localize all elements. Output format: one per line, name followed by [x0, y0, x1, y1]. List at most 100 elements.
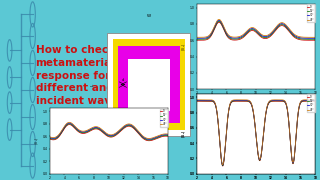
30° — [133, 127, 137, 130]
45° — [217, 18, 221, 21]
15° — [281, 24, 284, 26]
0° — [123, 127, 126, 129]
45° — [313, 97, 317, 99]
15° — [281, 24, 285, 26]
Bar — [118, 46, 180, 123]
15° — [62, 128, 66, 130]
45° — [95, 126, 99, 128]
45° — [48, 136, 52, 138]
45° — [195, 99, 199, 101]
30° — [221, 164, 225, 166]
0° — [62, 128, 66, 130]
30° — [242, 98, 246, 100]
Line: 30°: 30° — [197, 100, 315, 165]
15° — [270, 33, 274, 35]
30° — [147, 138, 151, 140]
0° — [67, 123, 71, 126]
0° — [134, 130, 138, 132]
15° — [313, 100, 317, 102]
15° — [242, 98, 246, 100]
15° — [195, 98, 199, 100]
Bar — [128, 59, 170, 111]
0° — [217, 21, 221, 23]
30° — [281, 102, 284, 104]
45° — [86, 129, 90, 131]
15° — [209, 98, 213, 100]
45° — [234, 36, 237, 38]
15° — [270, 98, 274, 100]
Line: 30°: 30° — [197, 99, 315, 166]
15° — [281, 100, 285, 102]
15° — [123, 126, 126, 128]
45° — [195, 97, 199, 99]
Y-axis label: $|S_{21}|$: $|S_{21}|$ — [181, 129, 188, 138]
15° — [234, 100, 237, 102]
0° — [242, 100, 246, 102]
Line: 45°: 45° — [50, 122, 168, 138]
Legend: 0°, 15°, 30°, 45°: 0°, 15°, 30°, 45° — [307, 94, 315, 112]
0° — [209, 35, 213, 37]
X-axis label: Frequency (GHz): Frequency (GHz) — [244, 96, 268, 100]
Line: 15°: 15° — [197, 21, 315, 39]
30° — [209, 99, 213, 102]
30° — [67, 122, 71, 124]
Line: 0°: 0° — [197, 22, 315, 40]
15° — [134, 129, 138, 131]
15° — [281, 104, 285, 106]
15° — [48, 137, 52, 139]
45° — [270, 31, 274, 33]
45° — [242, 97, 246, 99]
0° — [133, 129, 137, 131]
45° — [166, 133, 170, 135]
Line: 15°: 15° — [197, 101, 315, 166]
0° — [281, 25, 285, 27]
15° — [147, 139, 151, 141]
30° — [270, 32, 274, 34]
0° — [195, 100, 199, 102]
15° — [313, 98, 317, 100]
15° — [270, 100, 274, 102]
15° — [166, 134, 170, 137]
30° — [313, 98, 317, 100]
15° — [95, 127, 99, 129]
45° — [195, 36, 199, 38]
Legend: 0°, 15°, 30°, 45°: 0°, 15°, 30°, 45° — [307, 4, 315, 22]
45° — [62, 126, 66, 128]
0° — [147, 140, 151, 142]
15° — [234, 38, 237, 40]
Line: 15°: 15° — [197, 99, 315, 166]
30° — [242, 99, 246, 101]
0° — [234, 99, 237, 101]
15° — [86, 130, 90, 132]
Bar — [113, 39, 185, 130]
0° — [270, 34, 274, 36]
45° — [234, 97, 237, 99]
0° — [281, 100, 284, 102]
0° — [242, 99, 246, 101]
Text: How to check the
metamaterial
response for
different angle of
incident wave: How to check the metamaterial response f… — [36, 45, 140, 106]
FancyBboxPatch shape — [107, 33, 190, 136]
0° — [270, 100, 274, 102]
45° — [281, 99, 285, 101]
Text: d: d — [122, 78, 124, 82]
30° — [123, 125, 126, 128]
15° — [195, 100, 199, 102]
Legend: 0°, 15°, 30°, 45°: 0°, 15°, 30°, 45° — [307, 94, 315, 112]
Line: 0°: 0° — [50, 125, 168, 141]
15° — [242, 35, 246, 37]
0° — [221, 165, 225, 167]
0° — [281, 105, 285, 107]
0° — [166, 135, 170, 137]
30° — [234, 98, 237, 100]
30° — [195, 99, 199, 101]
15° — [242, 100, 246, 102]
30° — [86, 129, 90, 132]
0° — [281, 25, 284, 27]
0° — [281, 102, 284, 105]
30° — [313, 99, 317, 101]
15° — [281, 102, 284, 104]
45° — [281, 101, 284, 103]
30° — [281, 23, 285, 25]
45° — [209, 99, 213, 101]
0° — [281, 100, 285, 102]
